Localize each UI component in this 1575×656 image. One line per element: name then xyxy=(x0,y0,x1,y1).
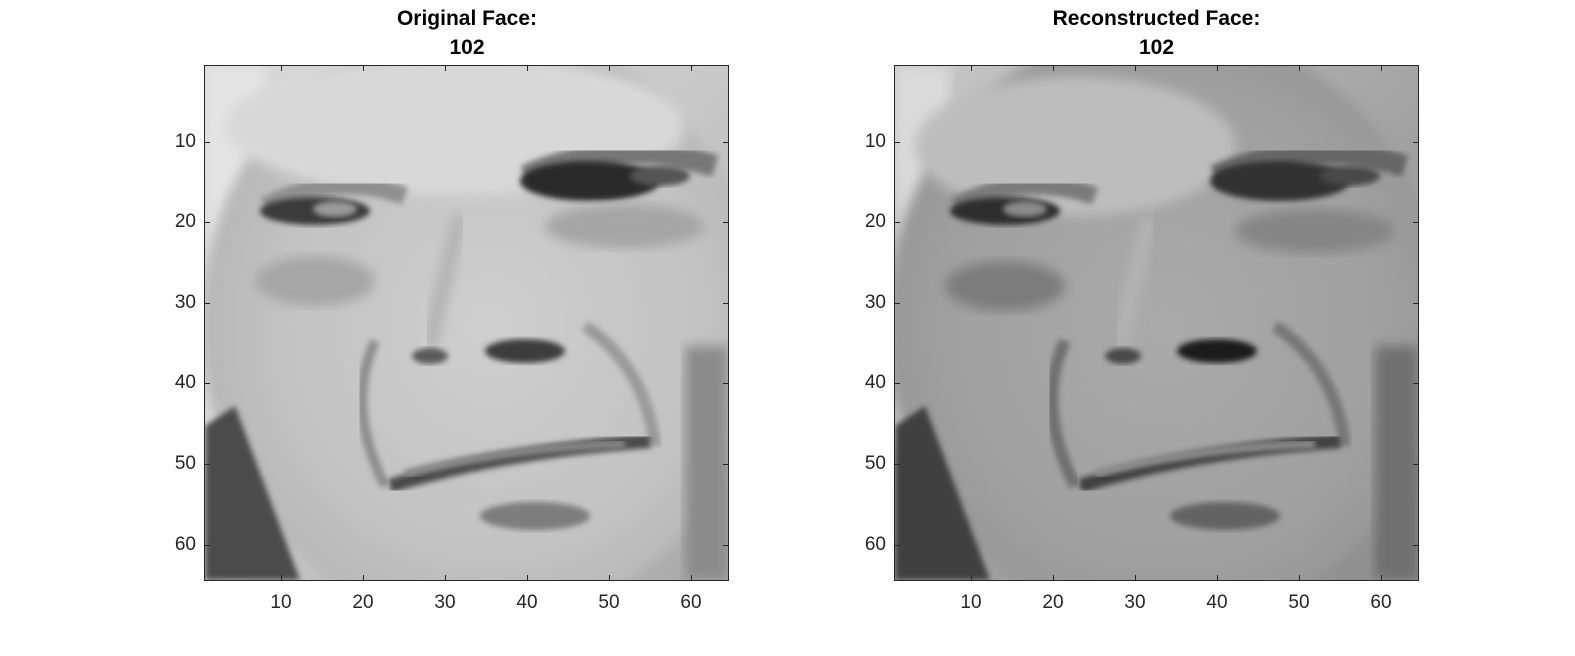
x-tick-label: 50 xyxy=(1288,592,1310,613)
panel-title-line2: 102 xyxy=(449,36,485,59)
panel-title: Original Face: 102 xyxy=(205,4,729,62)
x-tick-label: 10 xyxy=(270,592,292,613)
y-tick-label: 20 xyxy=(174,211,196,232)
right-panel: Reconstructed Face: 102 xyxy=(690,0,1575,656)
x-tick-label: 20 xyxy=(352,592,374,613)
panel-title-line1: Reconstructed Face: xyxy=(1052,7,1261,30)
x-tick-label: 30 xyxy=(1124,592,1146,613)
left-panel: Original Face: 102 xyxy=(174,4,729,613)
panel-title-line1: Original Face: xyxy=(396,7,538,30)
x-tick-label: 30 xyxy=(434,592,456,613)
y-tick-label: 60 xyxy=(174,534,196,555)
x-tick-label: 40 xyxy=(516,592,538,613)
x-tick-label: 60 xyxy=(1370,592,1392,613)
original-face-image xyxy=(205,66,728,580)
y-tick-label: 50 xyxy=(864,453,886,474)
y-tick-label: 20 xyxy=(864,211,886,232)
y-tick-label: 50 xyxy=(174,453,196,474)
reconstructed-face-image xyxy=(895,66,1418,580)
y-tick-label: 60 xyxy=(864,534,886,555)
panel-title: Reconstructed Face: 102 xyxy=(894,4,1419,62)
image-axes xyxy=(894,65,1419,581)
x-tick-label: 40 xyxy=(1206,592,1228,613)
y-tick-label: 40 xyxy=(174,372,196,393)
y-tick-label: 10 xyxy=(864,131,886,152)
y-tick-label: 30 xyxy=(864,292,886,313)
y-tick-label: 40 xyxy=(864,372,886,393)
x-tick-label: 20 xyxy=(1042,592,1064,613)
x-tick-label: 50 xyxy=(598,592,620,613)
image-axes xyxy=(204,65,729,581)
y-tick-label: 30 xyxy=(174,292,196,313)
panel-title-line2: 102 xyxy=(1138,36,1175,59)
y-tick-label: 10 xyxy=(174,131,196,152)
x-tick-label: 60 xyxy=(680,592,702,613)
x-tick-label: 10 xyxy=(960,592,982,613)
